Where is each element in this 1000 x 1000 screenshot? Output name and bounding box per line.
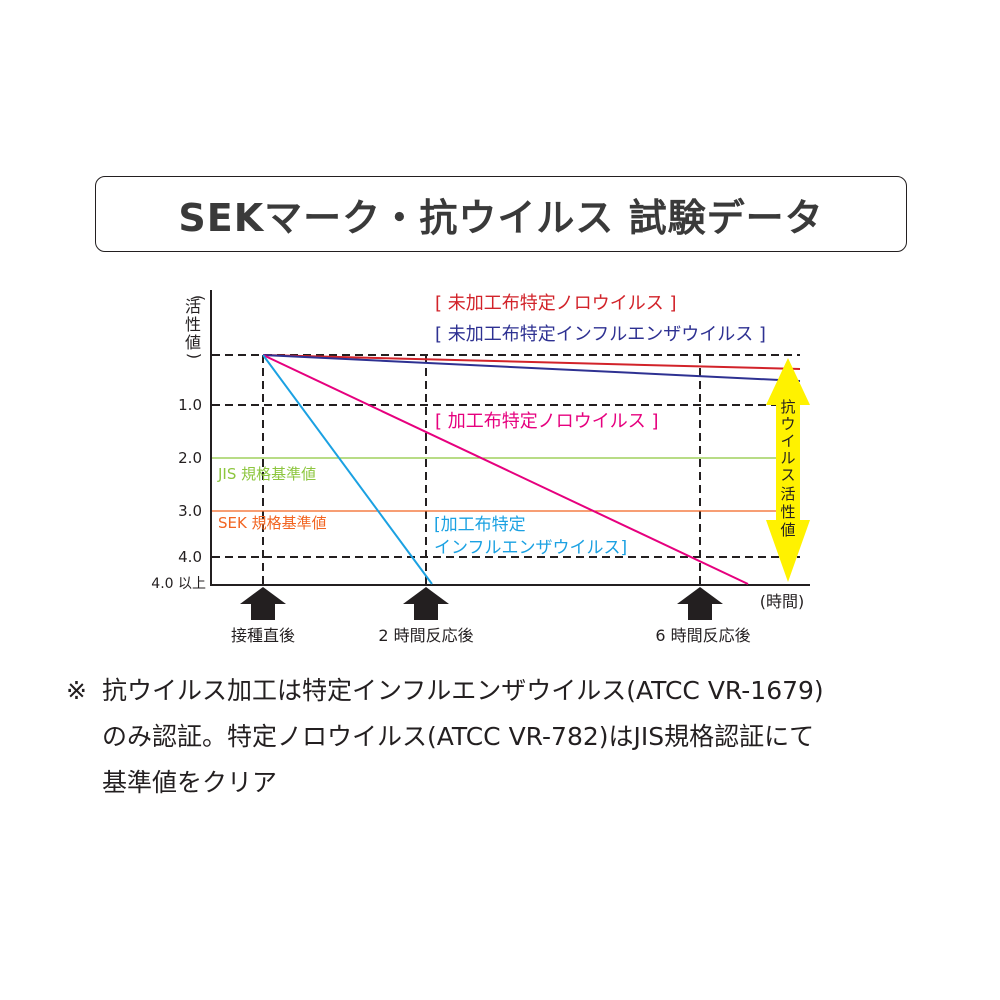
arrow-label: 抗 ウ イ ル ス 活 性 値 xyxy=(780,398,795,539)
y-tick-labels: 1.0 2.0 3.0 4.0 4.0 以上 xyxy=(151,396,206,592)
legend-red: [ 未加工布特定ノロウイルス ] xyxy=(435,293,677,314)
x-category-2: 6 時間反応後 xyxy=(655,626,750,645)
svg-text:イ: イ xyxy=(780,432,795,450)
footnote-line-3: 基準値をクリア xyxy=(102,768,278,797)
svg-text:4.0 以上: 4.0 以上 xyxy=(151,576,206,592)
x-category-0: 接種直後 xyxy=(231,626,295,645)
svg-text:性: 性 xyxy=(185,315,201,334)
series-navy xyxy=(262,354,801,382)
legend-magenta: [ 加工布特定ノロウイルス ] xyxy=(435,411,659,432)
page-title: SEKマーク・抗ウイルス 試験データ xyxy=(178,195,824,240)
reference-mark: ※ xyxy=(66,676,87,705)
svg-text:3.0: 3.0 xyxy=(178,502,202,520)
svg-text:活: 活 xyxy=(780,485,795,503)
up-arrow-icon xyxy=(677,587,723,620)
x-category-1: 2 時間反応後 xyxy=(378,626,473,645)
jis-label: JIS 規格基準値 xyxy=(217,465,316,483)
svg-text:性: 性 xyxy=(780,503,795,521)
legend-navy: [ 未加工布特定インフルエンザウイルス ] xyxy=(435,324,766,345)
footnote: ※ 抗ウイルス加工は特定インフルエンザウイルス(ATCC VR-1679) のみ認… xyxy=(66,668,824,806)
x-unit-label: (時間) xyxy=(760,592,805,611)
svg-text:4.0: 4.0 xyxy=(178,548,202,566)
svg-text:): ) xyxy=(185,353,204,359)
svg-text:値: 値 xyxy=(185,333,201,352)
svg-text:ス: ス xyxy=(780,466,795,484)
legend-cyan-2: インフルエンザウイルス] xyxy=(434,538,627,558)
svg-text:値: 値 xyxy=(780,521,795,539)
series-magenta xyxy=(262,354,749,585)
y-axis-label: ( 活 性 値 ) xyxy=(185,295,208,359)
up-arrow-icon xyxy=(240,587,286,620)
series-red xyxy=(262,354,801,370)
series-cyan xyxy=(262,354,433,585)
dashed-gridlines xyxy=(212,354,800,558)
svg-text:活: 活 xyxy=(185,297,201,316)
footnote-line-2: のみ認証。特定ノロウイルス(ATCC VR-782)はJIS規格認証にて xyxy=(102,722,815,751)
svg-text:2.0: 2.0 xyxy=(178,449,202,467)
legend-cyan-1: [加工布特定 xyxy=(434,515,526,535)
svg-text:抗: 抗 xyxy=(780,398,795,416)
svg-text:ル: ル xyxy=(780,449,795,467)
svg-text:(: ( xyxy=(189,295,208,301)
up-arrow-icon xyxy=(403,587,449,620)
double-arrow-icon xyxy=(766,358,810,582)
footnote-line-1: ※ 抗ウイルス加工は特定インフルエンザウイルス(ATCC VR-1679) xyxy=(66,668,824,714)
svg-text:1.0: 1.0 xyxy=(178,396,202,414)
svg-text:ウ: ウ xyxy=(780,415,795,433)
title-box: SEKマーク・抗ウイルス 試験データ xyxy=(95,176,907,252)
sek-label: SEK 規格基準値 xyxy=(218,514,327,532)
